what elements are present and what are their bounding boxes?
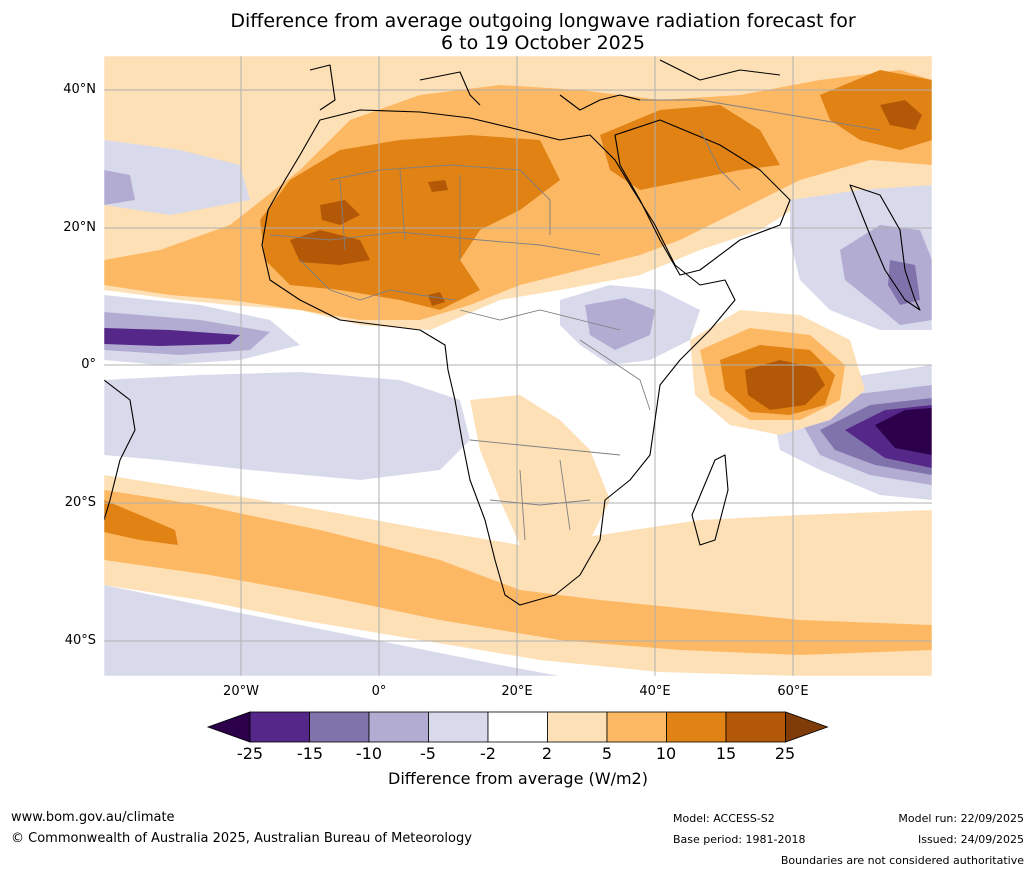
colorbar-tick-2: 2 [541, 744, 553, 763]
colorbar-segment-1 [249, 711, 310, 743]
lat-label-20s: 20°S [64, 495, 96, 510]
colorbar-title: Difference from average (W/m2) [388, 769, 648, 788]
colorbar [206, 711, 829, 743]
colorbar-tick-15: 15 [715, 744, 737, 763]
triangle-left-icon [206, 711, 251, 743]
colorbar-segment-6 [547, 711, 608, 743]
anomaly-region-15-25-sahara [320, 200, 360, 225]
map-title-line2: 6 to 19 October 2025 [441, 32, 645, 54]
lat-label-20n: 20°N [63, 220, 96, 235]
footer-model-run: Model run: 22/09/2025 [898, 812, 1024, 825]
colorbar-segment-8 [666, 711, 727, 743]
lat-label-40s: 40°S [64, 633, 96, 648]
anomaly-region-neg15-neg25-eq-atlantic [104, 328, 240, 346]
anomaly-region-15-25-small [428, 292, 445, 306]
colorbar-tick-neg25: -25 [236, 744, 264, 763]
colorbar-tick-5: 5 [601, 744, 613, 763]
border-west-africa [299, 259, 456, 301]
map-title: Difference from average outgoing longwav… [100, 10, 986, 54]
lon-label-20e: 20°E [501, 684, 533, 699]
lon-label-20w: 20°W [223, 684, 259, 699]
border-east-africa [579, 339, 651, 411]
coastlines [104, 59, 921, 606]
colorbar-tick-10: 10 [655, 744, 677, 763]
anomaly-region-neg10-neg15-indian-north [888, 260, 920, 305]
anomaly-region-2-5-southern-africa [470, 395, 610, 560]
anomaly-region-5-10-south [104, 490, 932, 655]
colorbar-segment-7 [606, 711, 667, 743]
anomaly-region-neg2-neg5-far-south [104, 585, 560, 676]
border-southern-africa-1 [469, 439, 621, 456]
arabia-coastline [614, 119, 791, 276]
africa-coastline [261, 109, 736, 606]
anomaly-region-15-25-himalaya [880, 100, 922, 130]
border-middle-east-1 [640, 99, 881, 131]
anomaly-region-10-15-arabia [600, 105, 780, 190]
footer-model: Model: ACCESS-S2 [673, 812, 775, 825]
lat-label-equator: 0° [81, 357, 96, 372]
border-southern-africa-2 [489, 499, 591, 506]
footer-issued: Issued: 24/09/2025 [917, 833, 1024, 846]
footer-disclaimer: Boundaries are not considered authoritat… [780, 854, 1024, 867]
colorbar-segment-9 [725, 711, 786, 743]
lon-label-60e: 60°E [777, 684, 809, 699]
anomaly-region-10-15-south [104, 500, 178, 545]
country-borders [269, 99, 881, 541]
anomaly-field [104, 56, 932, 676]
anomaly-region-neg5-neg10-west [104, 170, 135, 205]
footer-base-period: Base period: 1981-2018 [673, 833, 806, 846]
border-middle-east-2 [699, 129, 741, 191]
colorbar-segment-5 [487, 711, 548, 743]
triangle-right-icon [785, 711, 829, 743]
anomaly-region-below-neg25-indian-south [875, 408, 932, 455]
border-sahara-north [329, 164, 551, 235]
map-frame [103, 55, 933, 677]
border-sahel [269, 231, 601, 256]
south-america-coastline [104, 379, 136, 521]
colorbar-tick-neg10: -10 [355, 744, 383, 763]
madagascar-coastline [691, 454, 729, 546]
border-west-africa-2 [339, 169, 461, 260]
lat-label-40n: 40°N [63, 82, 96, 97]
anomaly-region-15-25-west-indian [745, 360, 825, 410]
anomaly-region-15-25-libya [428, 180, 448, 192]
lon-label-40e: 40°E [639, 684, 671, 699]
graticule [104, 56, 932, 676]
india-coastline [849, 184, 921, 311]
border-central-africa [459, 309, 621, 331]
europe-coastline [309, 59, 781, 111]
colorbar-tick-neg5: -5 [420, 744, 436, 763]
lon-label-0: 0° [371, 684, 387, 699]
footer-website: www.bom.gov.au/climate [11, 810, 175, 825]
anomaly-region-neg5-neg10-central-africa [585, 298, 655, 350]
anomaly-region-neg2-neg5-west [104, 140, 250, 215]
colorbar-segment-4 [428, 711, 489, 743]
colorbar-tick-neg2: -2 [480, 744, 496, 763]
colorbar-segment-2 [309, 711, 370, 743]
colorbar-segment-3 [368, 711, 429, 743]
colorbar-tick-neg15: -15 [296, 744, 324, 763]
colorbar-tick-25: 25 [774, 744, 796, 763]
map-title-line1: Difference from average outgoing longwav… [230, 10, 856, 32]
footer-copyright: © Commonwealth of Australia 2025, Austra… [11, 831, 472, 846]
border-southern-africa-3 [519, 459, 571, 541]
